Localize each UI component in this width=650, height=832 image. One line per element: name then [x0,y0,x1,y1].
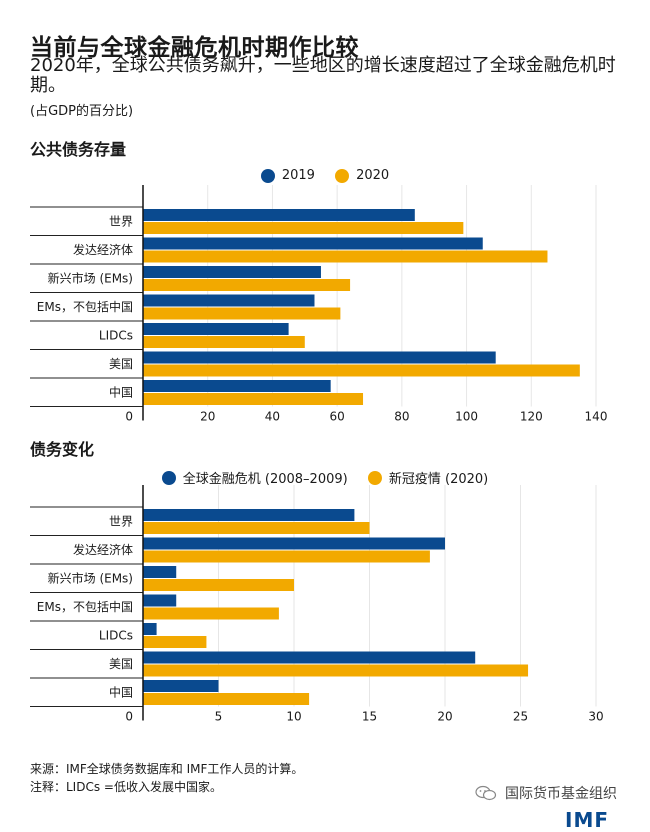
bar-series-b [143,664,529,677]
category-label: LIDCs [99,328,133,342]
bar-series-a [143,237,483,250]
panel-2-title: 债务变化 [30,440,95,459]
x-tick-label: 15 [362,710,377,724]
panel-1-legend: 2019 2020 [0,168,650,187]
legend-label: 全球金融危机 (2008–2009) [182,472,348,487]
category-label: 世界 [109,214,133,228]
bar-series-b [143,550,430,563]
bar-series-a [143,509,355,521]
bar-series-b [143,307,341,320]
bar-series-b [143,607,279,620]
wechat-brand: 国际货币基金组织 [475,783,617,803]
legend-swatch-blue [260,168,275,183]
wechat-icon [475,785,497,801]
legend-label: 2020 [356,168,390,183]
x-tick-label: 100 [455,410,478,424]
bar-series-a [143,209,415,221]
chart-subtitle: 2020年，全球公共债务飙升，一些地区的增长速度超过了全球金融危机时期。 [30,55,616,96]
x-tick-label: 0 [125,410,133,424]
bar-series-b [143,693,310,705]
bar-series-b [143,522,370,534]
legend-item-covid: 新冠疫情 (2020) [367,468,489,487]
bar-series-a [143,380,331,392]
bar-series-a [143,594,177,607]
bar-series-b [143,279,351,291]
legend-item-2019: 2019 [260,168,315,183]
x-tick-label: 120 [520,410,543,424]
footer-note: 注释：LIDCs =低收入发展中国家。 [30,780,222,794]
legend-swatch-gold [367,470,382,485]
x-tick-label: 30 [588,710,603,724]
footer-source: 来源：IMF全球债务数据库和 IMF工作人员的计算。 [30,762,304,776]
chart-title: 当前与全球金融危机时期作比较 [30,35,359,61]
x-tick-label: 5 [215,710,223,724]
bar-series-b [143,579,294,591]
x-tick-label: 40 [265,410,280,424]
x-tick-label: 0 [125,710,133,724]
category-label: 新兴市场 (EMs) [48,570,133,585]
legend-label: 新冠疫情 (2020) [388,472,489,487]
category-label: EMs，不包括中国 [37,299,133,314]
bar-series-b [143,364,580,377]
bar-series-a [143,294,315,307]
category-label: 世界 [109,514,133,528]
x-tick-label: 10 [286,710,301,724]
bar-series-a [143,566,177,578]
wechat-name: 国际货币基金组织 [505,786,617,802]
category-label: 中国 [109,684,133,699]
panel-2-legend: 全球金融危机 (2008–2009) 新冠疫情 (2020) [0,468,650,489]
category-label: LIDCs [99,628,133,642]
x-tick-label: 25 [513,710,528,724]
x-tick-label: 20 [200,410,215,424]
bar-series-a [143,266,321,278]
category-label: 发达经济体 [73,242,133,257]
bar-series-a [143,537,445,550]
bar-series-b [143,393,364,405]
legend-item-gfc: 全球金融危机 (2008–2009) [161,468,348,487]
bar-series-b [143,636,207,648]
x-tick-label: 140 [585,410,608,424]
panel-1-title: 公共债务存量 [30,140,127,159]
legend-item-2020: 2020 [335,168,389,183]
bar-series-a [143,680,219,692]
x-tick-label: 60 [330,410,345,424]
bar-series-a [143,623,157,635]
x-tick-label: 80 [394,410,409,424]
category-label: 美国 [109,357,133,371]
bar-series-b [143,250,548,263]
unit-label: (占GDP的百分比) [30,104,134,119]
category-label: 新兴市场 (EMs) [48,270,133,285]
bar-series-b [143,336,305,348]
legend-swatch-gold [335,168,350,183]
category-label: 发达经济体 [73,542,133,557]
category-label: EMs，不包括中国 [37,599,133,614]
bar-series-a [143,323,289,335]
category-label: 美国 [109,657,133,671]
bar-series-a [143,651,476,664]
category-label: 中国 [109,384,133,399]
legend-label: 2019 [281,168,315,183]
bar-series-a [143,351,496,364]
imf-logo: IMF [565,808,610,832]
legend-swatch-blue [161,470,176,485]
x-tick-label: 20 [437,710,452,724]
bar-series-b [143,222,464,234]
